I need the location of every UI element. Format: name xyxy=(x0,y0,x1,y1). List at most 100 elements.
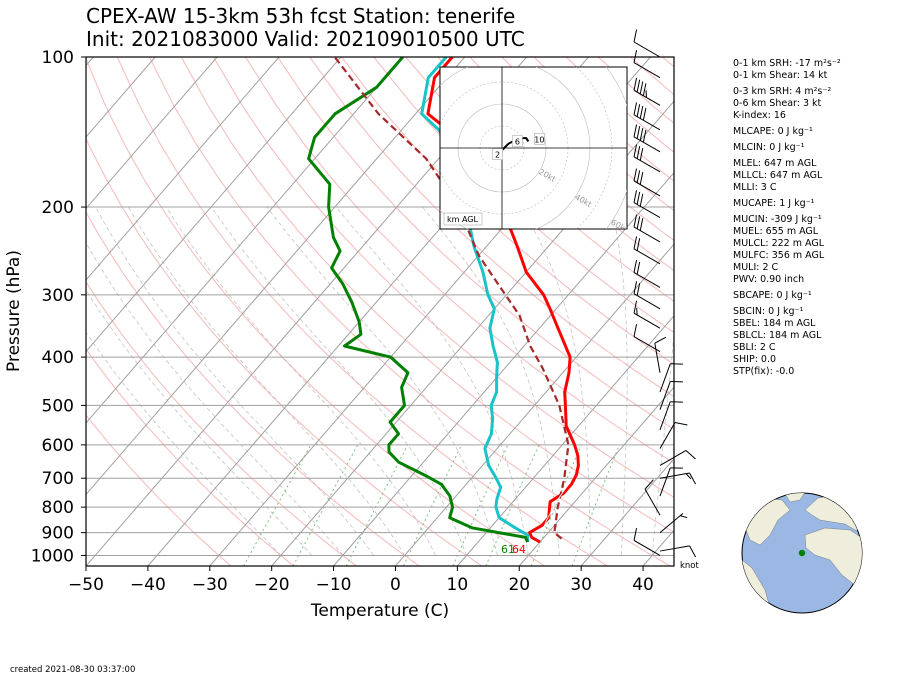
barb-feather xyxy=(689,545,697,558)
mixing-ratio-line xyxy=(571,444,620,566)
barb-feather xyxy=(639,127,644,141)
moist-adiabat xyxy=(95,206,375,556)
barb-feather xyxy=(685,473,692,480)
x-tick-label: 0 xyxy=(390,575,401,595)
wind-barb xyxy=(633,50,661,79)
x-tick-label: 40 xyxy=(632,575,654,595)
mixing-ratio-line xyxy=(452,444,509,566)
x-tick-label: −50 xyxy=(68,575,104,595)
barb-feather xyxy=(639,193,644,207)
wind-barb xyxy=(633,236,661,265)
dry-adiabat xyxy=(86,137,483,566)
index-line: SBCIN: 0 J kg⁻¹ xyxy=(733,306,804,317)
barb-shaft xyxy=(633,540,661,556)
wind-barb xyxy=(659,380,683,410)
index-line: SBCAPE: 0 J kg⁻¹ xyxy=(733,290,812,301)
index-line: MUCIN: -309 J kg⁻¹ xyxy=(733,214,822,225)
index-line: STP(fix): -0.0 xyxy=(733,366,794,377)
y-tick-label: 900 xyxy=(42,524,74,544)
barb-feather xyxy=(639,147,644,161)
wind-barb xyxy=(659,401,683,431)
barb-feather xyxy=(633,527,638,541)
barb-shaft xyxy=(644,488,661,516)
moist-adiabat xyxy=(211,206,467,556)
barb-feather xyxy=(639,172,644,185)
barb-shaft xyxy=(633,226,661,243)
wind-barb xyxy=(633,281,661,310)
barb-feather xyxy=(636,283,641,296)
isotherm-line xyxy=(86,57,280,281)
moist-adiabat xyxy=(651,329,674,556)
barb-feather xyxy=(642,83,647,96)
x-tick-label: −20 xyxy=(254,575,290,595)
hodograph-height-box xyxy=(492,148,503,160)
hodograph-legend-label: km AGL xyxy=(447,215,479,224)
wind-barb xyxy=(633,300,661,329)
barb-feather xyxy=(633,300,638,314)
barb-feather xyxy=(633,77,638,91)
barb-shaft xyxy=(633,272,661,288)
y-tick-label: 100 xyxy=(42,48,74,68)
index-line: MUEL: 655 m AGL xyxy=(733,226,819,237)
x-tick-label: 10 xyxy=(447,575,469,595)
isotherm-line xyxy=(86,57,404,424)
hodograph-height-label: 10 xyxy=(534,135,544,144)
globe-greenland xyxy=(784,493,806,503)
moist-adiabat xyxy=(86,289,313,556)
barb-feather xyxy=(633,281,638,294)
barb-shaft xyxy=(633,202,661,219)
wind-barb xyxy=(659,545,697,558)
barb-feather xyxy=(642,107,647,121)
barb-shaft xyxy=(633,248,661,265)
moist-adiabat xyxy=(86,241,344,556)
barb-feather xyxy=(633,236,638,249)
index-line: SBLCL: 184 m AGL xyxy=(733,330,822,341)
plot-frame xyxy=(85,56,675,567)
temperature-trace-highlight xyxy=(541,484,569,533)
index-line: K-index: 16 xyxy=(733,110,786,121)
barb-feather xyxy=(636,191,641,205)
isotherm-line xyxy=(456,314,674,566)
temperature-axis: −50 −40 −30 −20 −10 0 10 20 30 40 xyxy=(68,566,654,595)
index-line: SBLI: 2 C xyxy=(733,342,776,353)
barb-feather xyxy=(633,259,638,273)
wind-barb xyxy=(633,77,661,106)
index-line: MLEL: 647 m AGL xyxy=(733,158,817,169)
barb-feather xyxy=(633,168,638,182)
isotherm-line xyxy=(86,57,342,353)
barb-feather xyxy=(644,479,654,490)
surface-temperature-label: 64 xyxy=(512,543,526,556)
index-line: MLCAPE: 0 J kg⁻¹ xyxy=(733,126,813,137)
dry-adiabat xyxy=(213,57,674,498)
hodograph-height-box xyxy=(534,133,545,145)
wind-barb xyxy=(659,472,697,485)
wind-barb xyxy=(633,124,661,153)
barb-feather xyxy=(636,261,641,275)
index-line: 0-6 km Shear: 3 kt xyxy=(733,98,822,109)
index-line: PWV: 0.90 inch xyxy=(733,274,804,285)
barb-feather xyxy=(633,50,638,63)
barb-feather xyxy=(636,238,641,251)
barb-shaft xyxy=(633,41,661,58)
index-line: MLCIN: 0 J kg⁻¹ xyxy=(733,142,805,153)
barb-shaft xyxy=(654,343,661,373)
wind-barb xyxy=(633,527,661,556)
barb-feather xyxy=(680,515,688,519)
wind-barb xyxy=(644,479,661,516)
dry-adiabat xyxy=(341,57,674,365)
hodograph-ring-label: 60kt xyxy=(609,218,629,235)
dry-adiabat xyxy=(180,57,674,533)
y-axis-label: Pressure (hPa) xyxy=(4,250,24,372)
index-line: MUCAPE: 1 J kg⁻¹ xyxy=(733,198,815,209)
created-timestamp: created 2021-08-30 03:37:00 xyxy=(10,665,135,675)
moist-adiabat xyxy=(520,206,591,556)
barb-shaft xyxy=(633,89,661,106)
surface-dewpoint-label: 61 xyxy=(501,543,515,556)
barb-shaft xyxy=(659,512,684,534)
station-marker xyxy=(798,549,806,557)
dry-adiabat xyxy=(86,348,295,566)
barb-feather xyxy=(639,105,644,119)
barb-feather xyxy=(689,472,697,485)
mixing-ratio-line xyxy=(243,444,312,566)
